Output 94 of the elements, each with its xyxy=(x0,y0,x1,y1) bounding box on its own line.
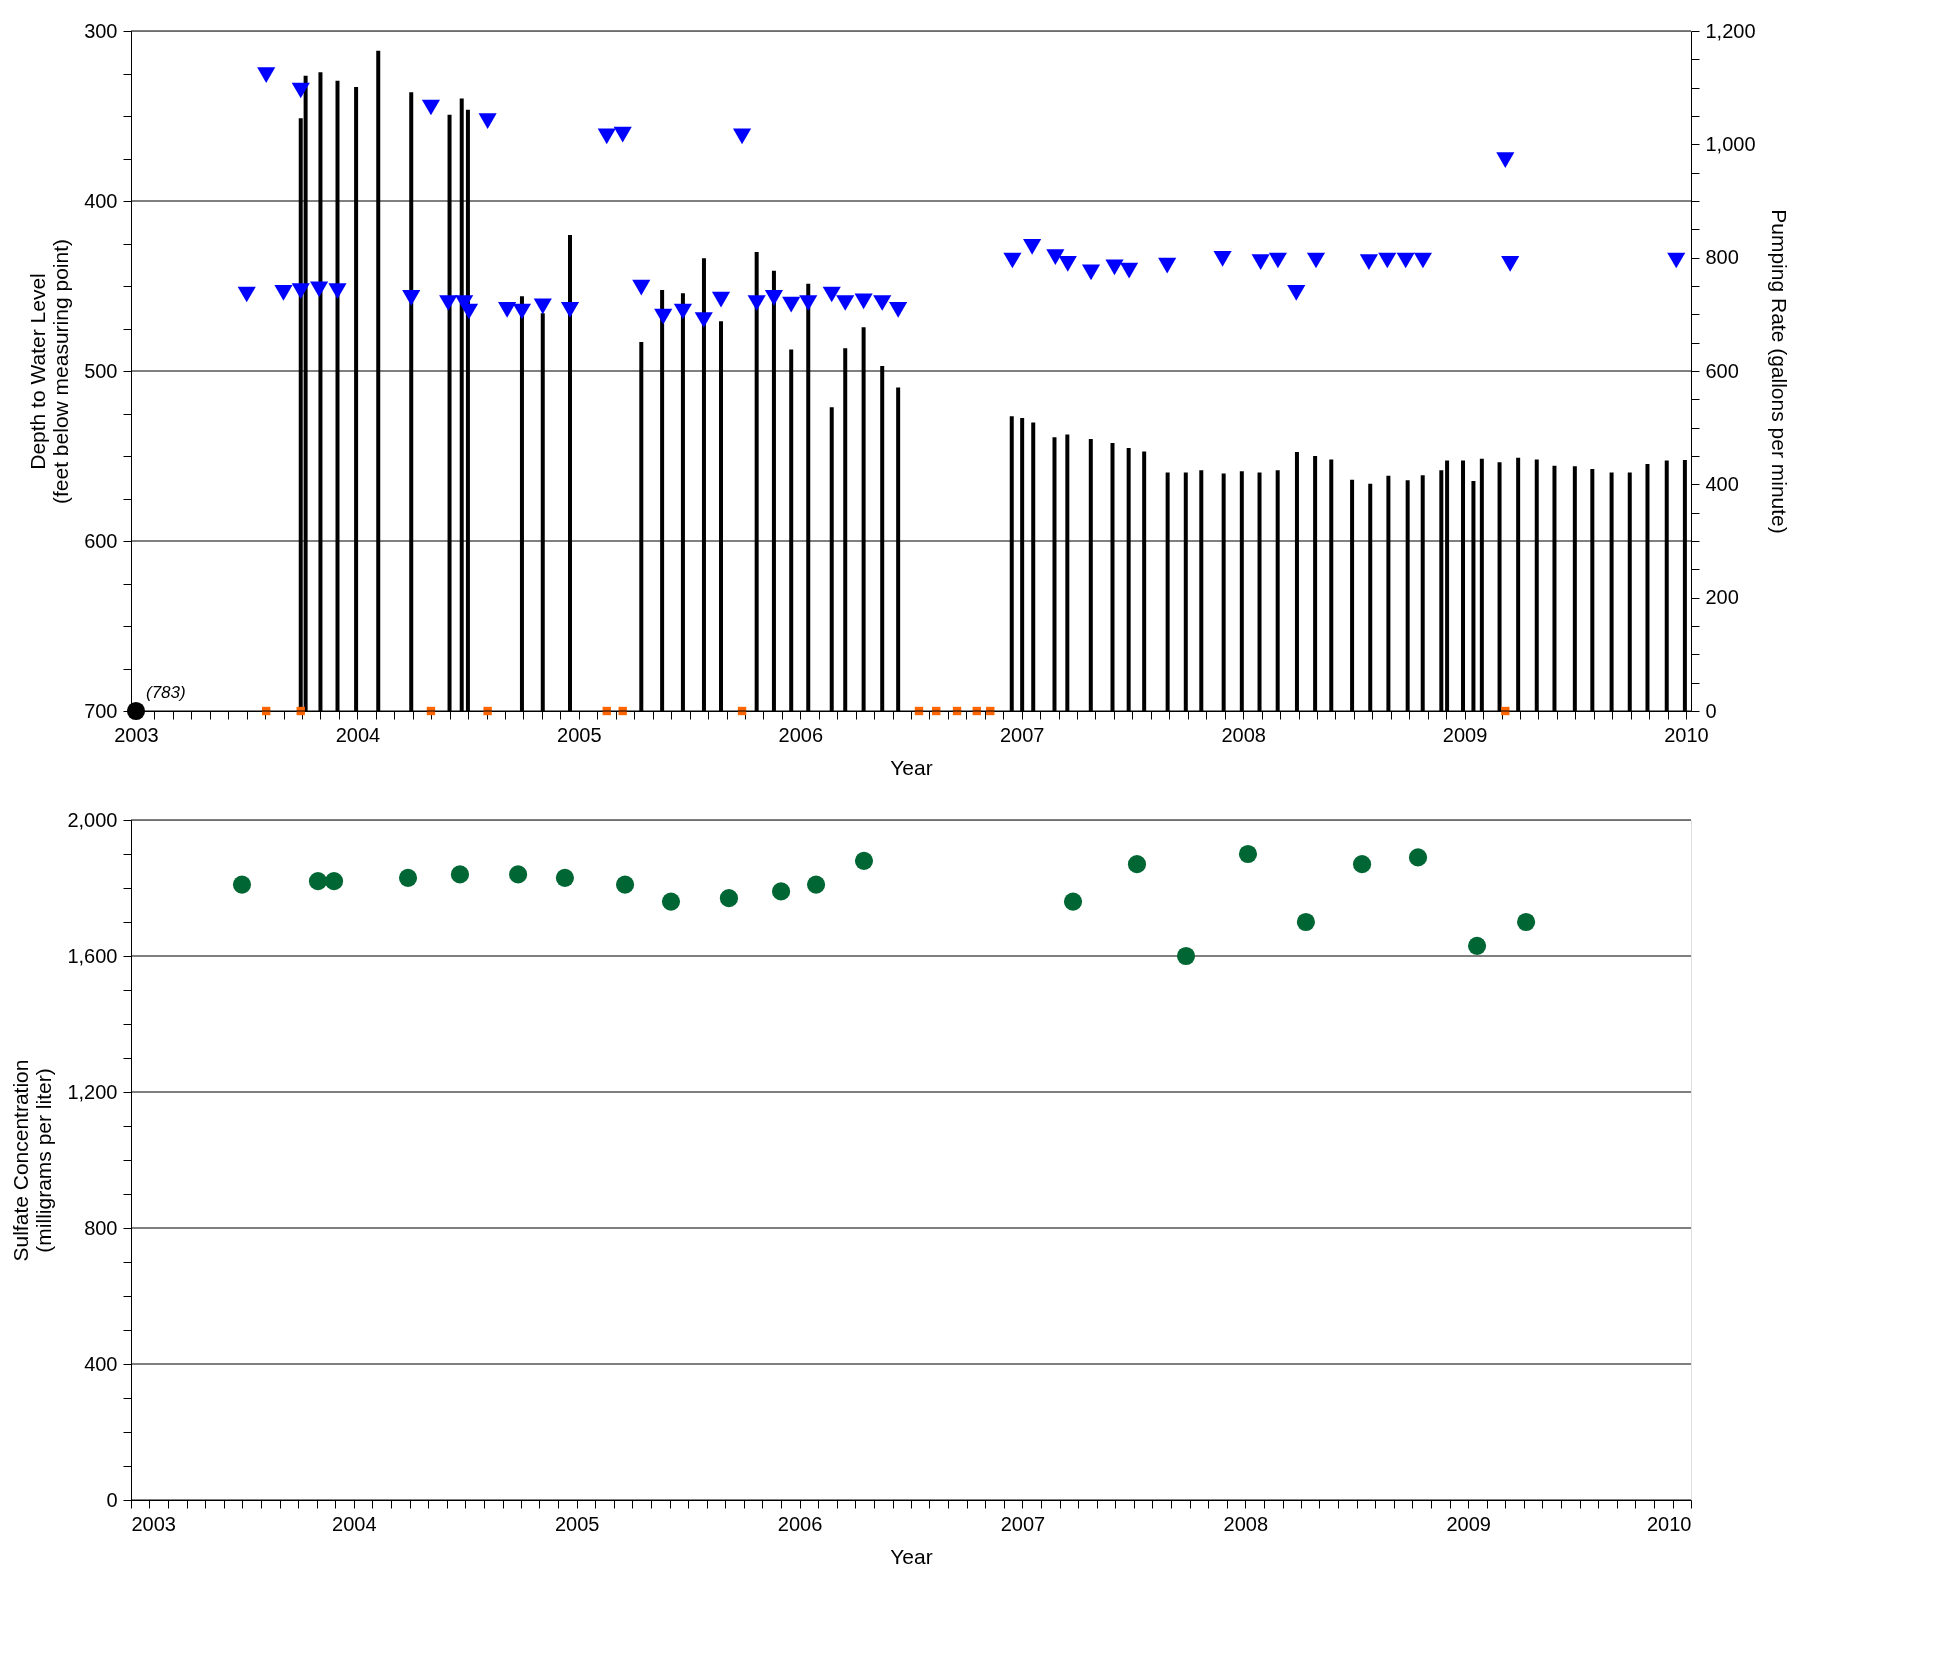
point xyxy=(533,298,552,315)
point xyxy=(1120,262,1139,279)
point xyxy=(478,113,497,129)
x-axis-title: Year xyxy=(890,755,933,779)
y2-tick-label: 0 xyxy=(1705,699,1717,722)
x-axis-title: Year xyxy=(890,1544,933,1568)
y-tick-label: 700 xyxy=(84,699,118,722)
point xyxy=(1023,239,1042,255)
point xyxy=(1158,257,1177,274)
point xyxy=(782,296,801,313)
point xyxy=(291,283,310,299)
point xyxy=(459,303,479,320)
point xyxy=(1359,254,1378,271)
point xyxy=(836,295,855,311)
x-tick-label: 2009 xyxy=(1446,1512,1491,1535)
x-tick-label: 2005 xyxy=(557,723,602,746)
y-axis-title: Depth to Water Level (feet below measuring point) xyxy=(26,239,73,504)
point xyxy=(889,301,908,318)
point xyxy=(1501,256,1520,272)
point xyxy=(1268,252,1287,269)
point xyxy=(694,312,713,328)
y2-axis-title: Pumping Rate (gallons per minute) xyxy=(1767,209,1791,534)
y-tick-label: 0 xyxy=(106,1488,118,1511)
x-tick-label: 2010 xyxy=(1647,1512,1692,1535)
x-tick-label: 2006 xyxy=(777,1512,823,1535)
y2-tick-label: 800 xyxy=(1705,246,1739,269)
y2-tick-label: 400 xyxy=(1705,472,1739,495)
point xyxy=(632,279,651,296)
point xyxy=(439,295,458,311)
point xyxy=(654,308,673,325)
x-tick-label: 2003 xyxy=(114,723,159,746)
x-tick-label: 2003 xyxy=(131,1512,176,1535)
point xyxy=(560,301,580,318)
y2-tick-label: 200 xyxy=(1705,586,1739,609)
point xyxy=(873,295,892,311)
y2-tick-label: 1,000 xyxy=(1705,132,1756,155)
point xyxy=(822,286,841,303)
point xyxy=(237,286,256,303)
point xyxy=(747,295,766,311)
point xyxy=(597,128,616,145)
y-tick-label: 500 xyxy=(84,359,118,382)
x-tick-label: 2008 xyxy=(1221,723,1266,746)
point xyxy=(1396,252,1415,269)
point xyxy=(1413,252,1433,269)
point xyxy=(1496,152,1515,169)
point xyxy=(257,67,276,84)
point xyxy=(1213,250,1232,267)
point xyxy=(126,701,146,721)
point xyxy=(613,126,632,143)
point xyxy=(1046,249,1065,265)
point xyxy=(1058,256,1077,272)
x-tick-label: 2007 xyxy=(1000,1512,1046,1535)
y-tick-label: 300 xyxy=(84,19,118,42)
point xyxy=(1667,252,1686,269)
point xyxy=(1105,259,1124,276)
x-tick-label: 2008 xyxy=(1223,1512,1269,1535)
y2-tick-label: 1,200 xyxy=(1705,19,1756,42)
x-tick-label: 2004 xyxy=(335,723,381,746)
point xyxy=(764,290,784,306)
point xyxy=(421,99,441,116)
y2-tick-label: 600 xyxy=(1705,359,1739,382)
point xyxy=(711,291,731,308)
point xyxy=(1003,252,1022,269)
point xyxy=(1081,264,1101,281)
point xyxy=(498,301,517,318)
point xyxy=(1306,252,1326,269)
point xyxy=(854,293,873,310)
point xyxy=(274,284,293,301)
y-tick-label: 800 xyxy=(84,1216,118,1239)
y-axis-title: Sulfate Concentration (milligrams per liter) xyxy=(9,1059,56,1262)
y-tick-label: 2,000 xyxy=(67,808,118,831)
y-tick-label: 400 xyxy=(84,1352,118,1375)
point xyxy=(732,128,752,145)
point xyxy=(799,295,818,311)
point xyxy=(1251,254,1270,271)
point xyxy=(310,281,329,298)
x-tick-label: 2004 xyxy=(332,1512,377,1535)
y-tick-label: 600 xyxy=(84,529,118,552)
x-tick-label: 2009 xyxy=(1442,723,1488,746)
point xyxy=(328,283,347,299)
x-tick-label: 2007 xyxy=(999,723,1045,746)
y-tick-label: 1,200 xyxy=(67,1080,118,1103)
x-tick-label: 2010 xyxy=(1664,723,1709,746)
y-tick-label: 400 xyxy=(84,189,118,212)
x-tick-label: 2006 xyxy=(778,723,824,746)
point xyxy=(512,303,532,320)
point xyxy=(291,82,310,99)
annotation: (783) xyxy=(146,683,186,702)
point xyxy=(1287,284,1306,301)
y-tick-label: 1,600 xyxy=(67,944,118,967)
point xyxy=(673,303,693,320)
x-tick-label: 2005 xyxy=(554,1512,600,1535)
point xyxy=(402,290,421,306)
point xyxy=(1378,252,1397,269)
